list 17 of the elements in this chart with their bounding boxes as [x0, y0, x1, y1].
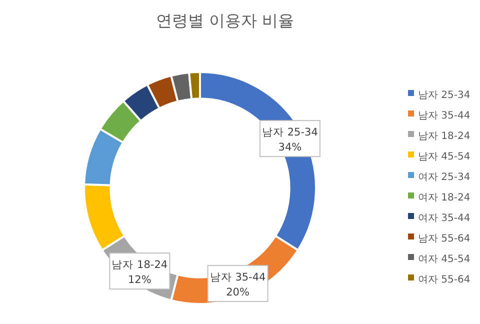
legend-label: 남자 35-44 [418, 110, 470, 122]
slice-label: 남자 25-34 [262, 126, 318, 139]
legend-label: 여자 45-54 [418, 254, 470, 265]
legend-label: 여자 18-24 [418, 192, 470, 204]
legend-label: 남자 55-64 [418, 234, 470, 244]
legend-label: 여자 55-64 [418, 274, 470, 286]
legend-label: 남자 25-34 [418, 90, 470, 101]
legend-label: 남자 18-24 [418, 131, 470, 142]
slice-label: 남자 18-24 [112, 259, 168, 272]
chart-title: 연령별 이용자 비율 [156, 11, 294, 30]
data-label: 12% [128, 274, 152, 286]
legend-label: 남자 45-54 [418, 152, 470, 162]
legend-label: 여자 35-44 [418, 213, 470, 224]
slice-label: 남자 35-44 [210, 271, 266, 284]
data-label: 34% [278, 142, 302, 154]
legend-label: 여자 25-34 [418, 172, 470, 183]
data-label: 20% [226, 286, 250, 298]
